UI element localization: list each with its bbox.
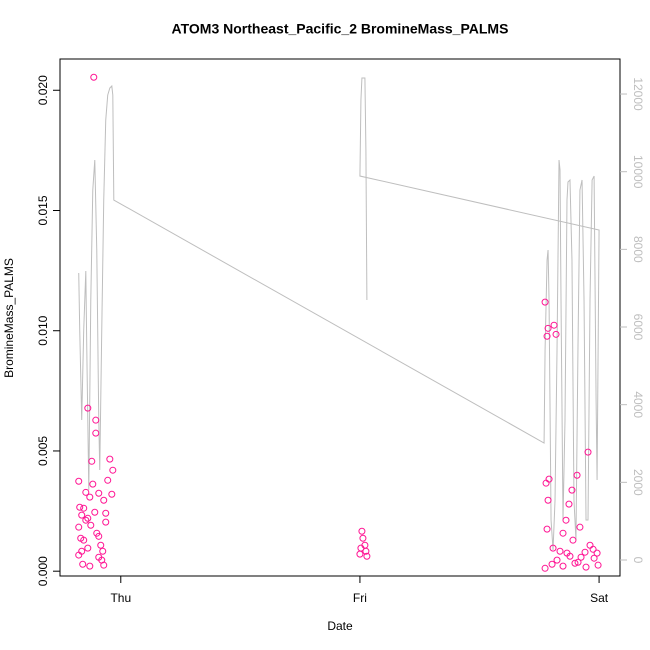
data-point: [573, 471, 581, 479]
data-point: [569, 536, 577, 544]
data-point: [92, 416, 100, 424]
data-point: [84, 404, 92, 412]
y2-tick-label: 0: [631, 557, 645, 564]
data-point: [84, 514, 92, 522]
data-point: [549, 544, 557, 552]
data-point: [80, 504, 88, 512]
x-tick-label: Thu: [110, 591, 131, 605]
data-point: [541, 298, 549, 306]
data-point: [593, 549, 601, 557]
data-point: [550, 321, 558, 329]
data-point: [577, 553, 585, 561]
data-point: [559, 529, 567, 537]
data-point: [576, 523, 584, 531]
y-tick-label: 0.015: [36, 195, 50, 225]
data-point: [76, 503, 84, 511]
data-point: [75, 523, 83, 531]
data-point: [358, 527, 366, 535]
data-point: [594, 561, 602, 569]
data-point: [571, 559, 579, 567]
data-point: [568, 486, 576, 494]
data-point: [82, 488, 90, 496]
data-point: [91, 508, 99, 516]
data-point: [543, 332, 551, 340]
plot-frame: [59, 58, 621, 577]
data-point: [543, 525, 551, 533]
data-point: [581, 548, 589, 556]
data-point: [78, 511, 86, 519]
y-tick-label: 0.010: [36, 315, 50, 345]
data-point: [100, 496, 108, 504]
data-point: [82, 516, 90, 524]
data-point: [544, 324, 552, 332]
data-point: [563, 549, 571, 557]
data-point: [363, 552, 371, 560]
data-point: [84, 544, 92, 552]
data-point: [104, 476, 112, 484]
data-point: [78, 547, 86, 555]
y2-tick-label: 2000: [631, 469, 645, 496]
data-point: [95, 553, 103, 561]
data-point: [582, 563, 590, 571]
data-point: [88, 457, 96, 465]
data-point: [553, 556, 561, 564]
data-point: [100, 561, 108, 569]
data-point: [77, 534, 85, 542]
y2-tick-label: 10000: [631, 155, 645, 189]
data-point: [584, 448, 592, 456]
data-point: [89, 480, 97, 488]
data-point: [106, 455, 114, 463]
data-point: [552, 330, 560, 338]
data-point: [562, 516, 570, 524]
y-tick-label: 0.000: [36, 556, 50, 586]
data-point: [109, 466, 117, 474]
data-point: [86, 562, 94, 570]
data-point: [542, 479, 550, 487]
chart-title: ATOM3 Northeast_Pacific_2 BromineMass_PA…: [172, 21, 509, 37]
data-point: [95, 532, 103, 540]
data-point: [75, 477, 83, 485]
y2-tick-label: 8000: [631, 236, 645, 263]
y-axis-label: BromineMass_PALMS: [2, 258, 16, 378]
y2-tick-label: 6000: [631, 314, 645, 341]
altitude-line: [78, 77, 600, 551]
data-point: [79, 560, 87, 568]
data-point: [108, 490, 116, 498]
y-tick-label: 0.020: [36, 75, 50, 105]
data-point: [544, 496, 552, 504]
data-point: [102, 509, 110, 517]
data-point: [574, 558, 582, 566]
data-point: [362, 547, 370, 555]
data-point: [92, 429, 100, 437]
data-point: [589, 545, 597, 553]
x-axis-label: Date: [327, 619, 353, 633]
data-point: [556, 547, 564, 555]
data-point: [102, 518, 110, 526]
data-point: [548, 560, 556, 568]
data-point: [356, 550, 364, 558]
data-point: [99, 547, 107, 555]
x-tick-label: Sat: [590, 591, 609, 605]
data-point: [90, 73, 98, 81]
data-point: [97, 541, 105, 549]
data-point: [87, 521, 95, 529]
data-point: [95, 489, 103, 497]
data-point: [559, 562, 567, 570]
data-point: [359, 534, 367, 542]
y-tick-label: 0.005: [36, 436, 50, 466]
x-tick-label: Fri: [353, 591, 367, 605]
y2-tick-label: 4000: [631, 391, 645, 418]
data-point: [565, 500, 573, 508]
data-point: [541, 564, 549, 572]
data-point: [86, 493, 94, 501]
data-point: [590, 554, 598, 562]
y2-tick-label: 12000: [631, 77, 645, 111]
